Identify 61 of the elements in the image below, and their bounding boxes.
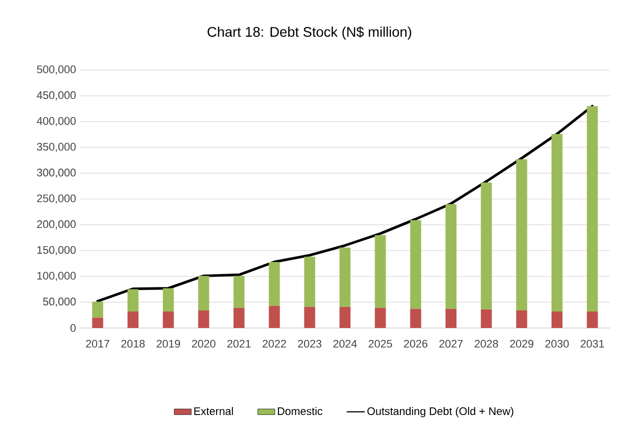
y-tick-label: 500,000 (36, 65, 76, 75)
y-tick-label: 350,000 (36, 142, 76, 152)
legend-label: Outstanding Debt (Old + New) (367, 407, 514, 418)
x-tick-label: 2021 (227, 340, 251, 348)
bar (162, 311, 174, 328)
bar (586, 106, 598, 312)
x-tick-label: 2030 (545, 340, 569, 348)
bar (552, 311, 563, 328)
y-tick-label: 100,000 (37, 272, 76, 281)
bar (410, 220, 422, 309)
x-tick-label: 2022 (262, 340, 286, 348)
bar (480, 309, 492, 328)
x-tick-label: 2026 (404, 340, 428, 348)
y-tick-label: 200,000 (37, 220, 76, 230)
y-tick-label: 250,000 (37, 194, 76, 204)
bar (162, 288, 174, 312)
bar (234, 276, 244, 308)
bar (268, 262, 280, 306)
chart-title: Chart 18: Debt Stock (N$ million) (208, 26, 412, 40)
x-tick-label: 2020 (192, 340, 216, 348)
bar (480, 182, 492, 310)
bar (374, 235, 386, 308)
x-tick-label: 2024 (333, 340, 357, 348)
bar (446, 308, 457, 328)
x-tick-label: 2017 (86, 340, 110, 348)
y-tick-label: 150,000 (37, 246, 76, 256)
bar (552, 134, 563, 312)
legend-label: External (194, 407, 233, 416)
legend-label: Domestic (278, 407, 322, 416)
bar (516, 159, 528, 310)
x-tick-label: 2027 (439, 340, 463, 348)
y-tick-label: 50,000 (43, 298, 76, 307)
bar (198, 310, 210, 328)
bar (340, 306, 351, 328)
x-tick-label: 2031 (580, 340, 604, 348)
x-tick-label: 2019 (156, 340, 180, 348)
x-tick-label: 2028 (474, 340, 498, 348)
bar (92, 318, 104, 328)
y-tick-label: 450,000 (36, 91, 76, 100)
bar (410, 308, 422, 328)
bar (234, 308, 244, 328)
bar (128, 311, 138, 328)
line-series (96, 104, 594, 302)
bar (128, 289, 138, 312)
x-tick-label: 2018 (121, 340, 145, 348)
bar (340, 248, 351, 307)
bar (374, 308, 386, 328)
bar (92, 302, 104, 318)
x-tick-label: 2025 (368, 340, 392, 348)
y-tick-label: 300,000 (36, 168, 76, 178)
y-tick-label: 400,000 (36, 117, 76, 126)
bar (268, 306, 280, 328)
bar (198, 276, 210, 310)
x-tick-label: 2029 (510, 340, 534, 348)
bar (586, 311, 598, 328)
bar (304, 256, 316, 307)
bar (446, 204, 457, 309)
bar (516, 310, 528, 328)
x-tick-label: 2023 (298, 340, 322, 348)
bar (304, 306, 316, 328)
y-tick-label: 0 (70, 324, 76, 332)
